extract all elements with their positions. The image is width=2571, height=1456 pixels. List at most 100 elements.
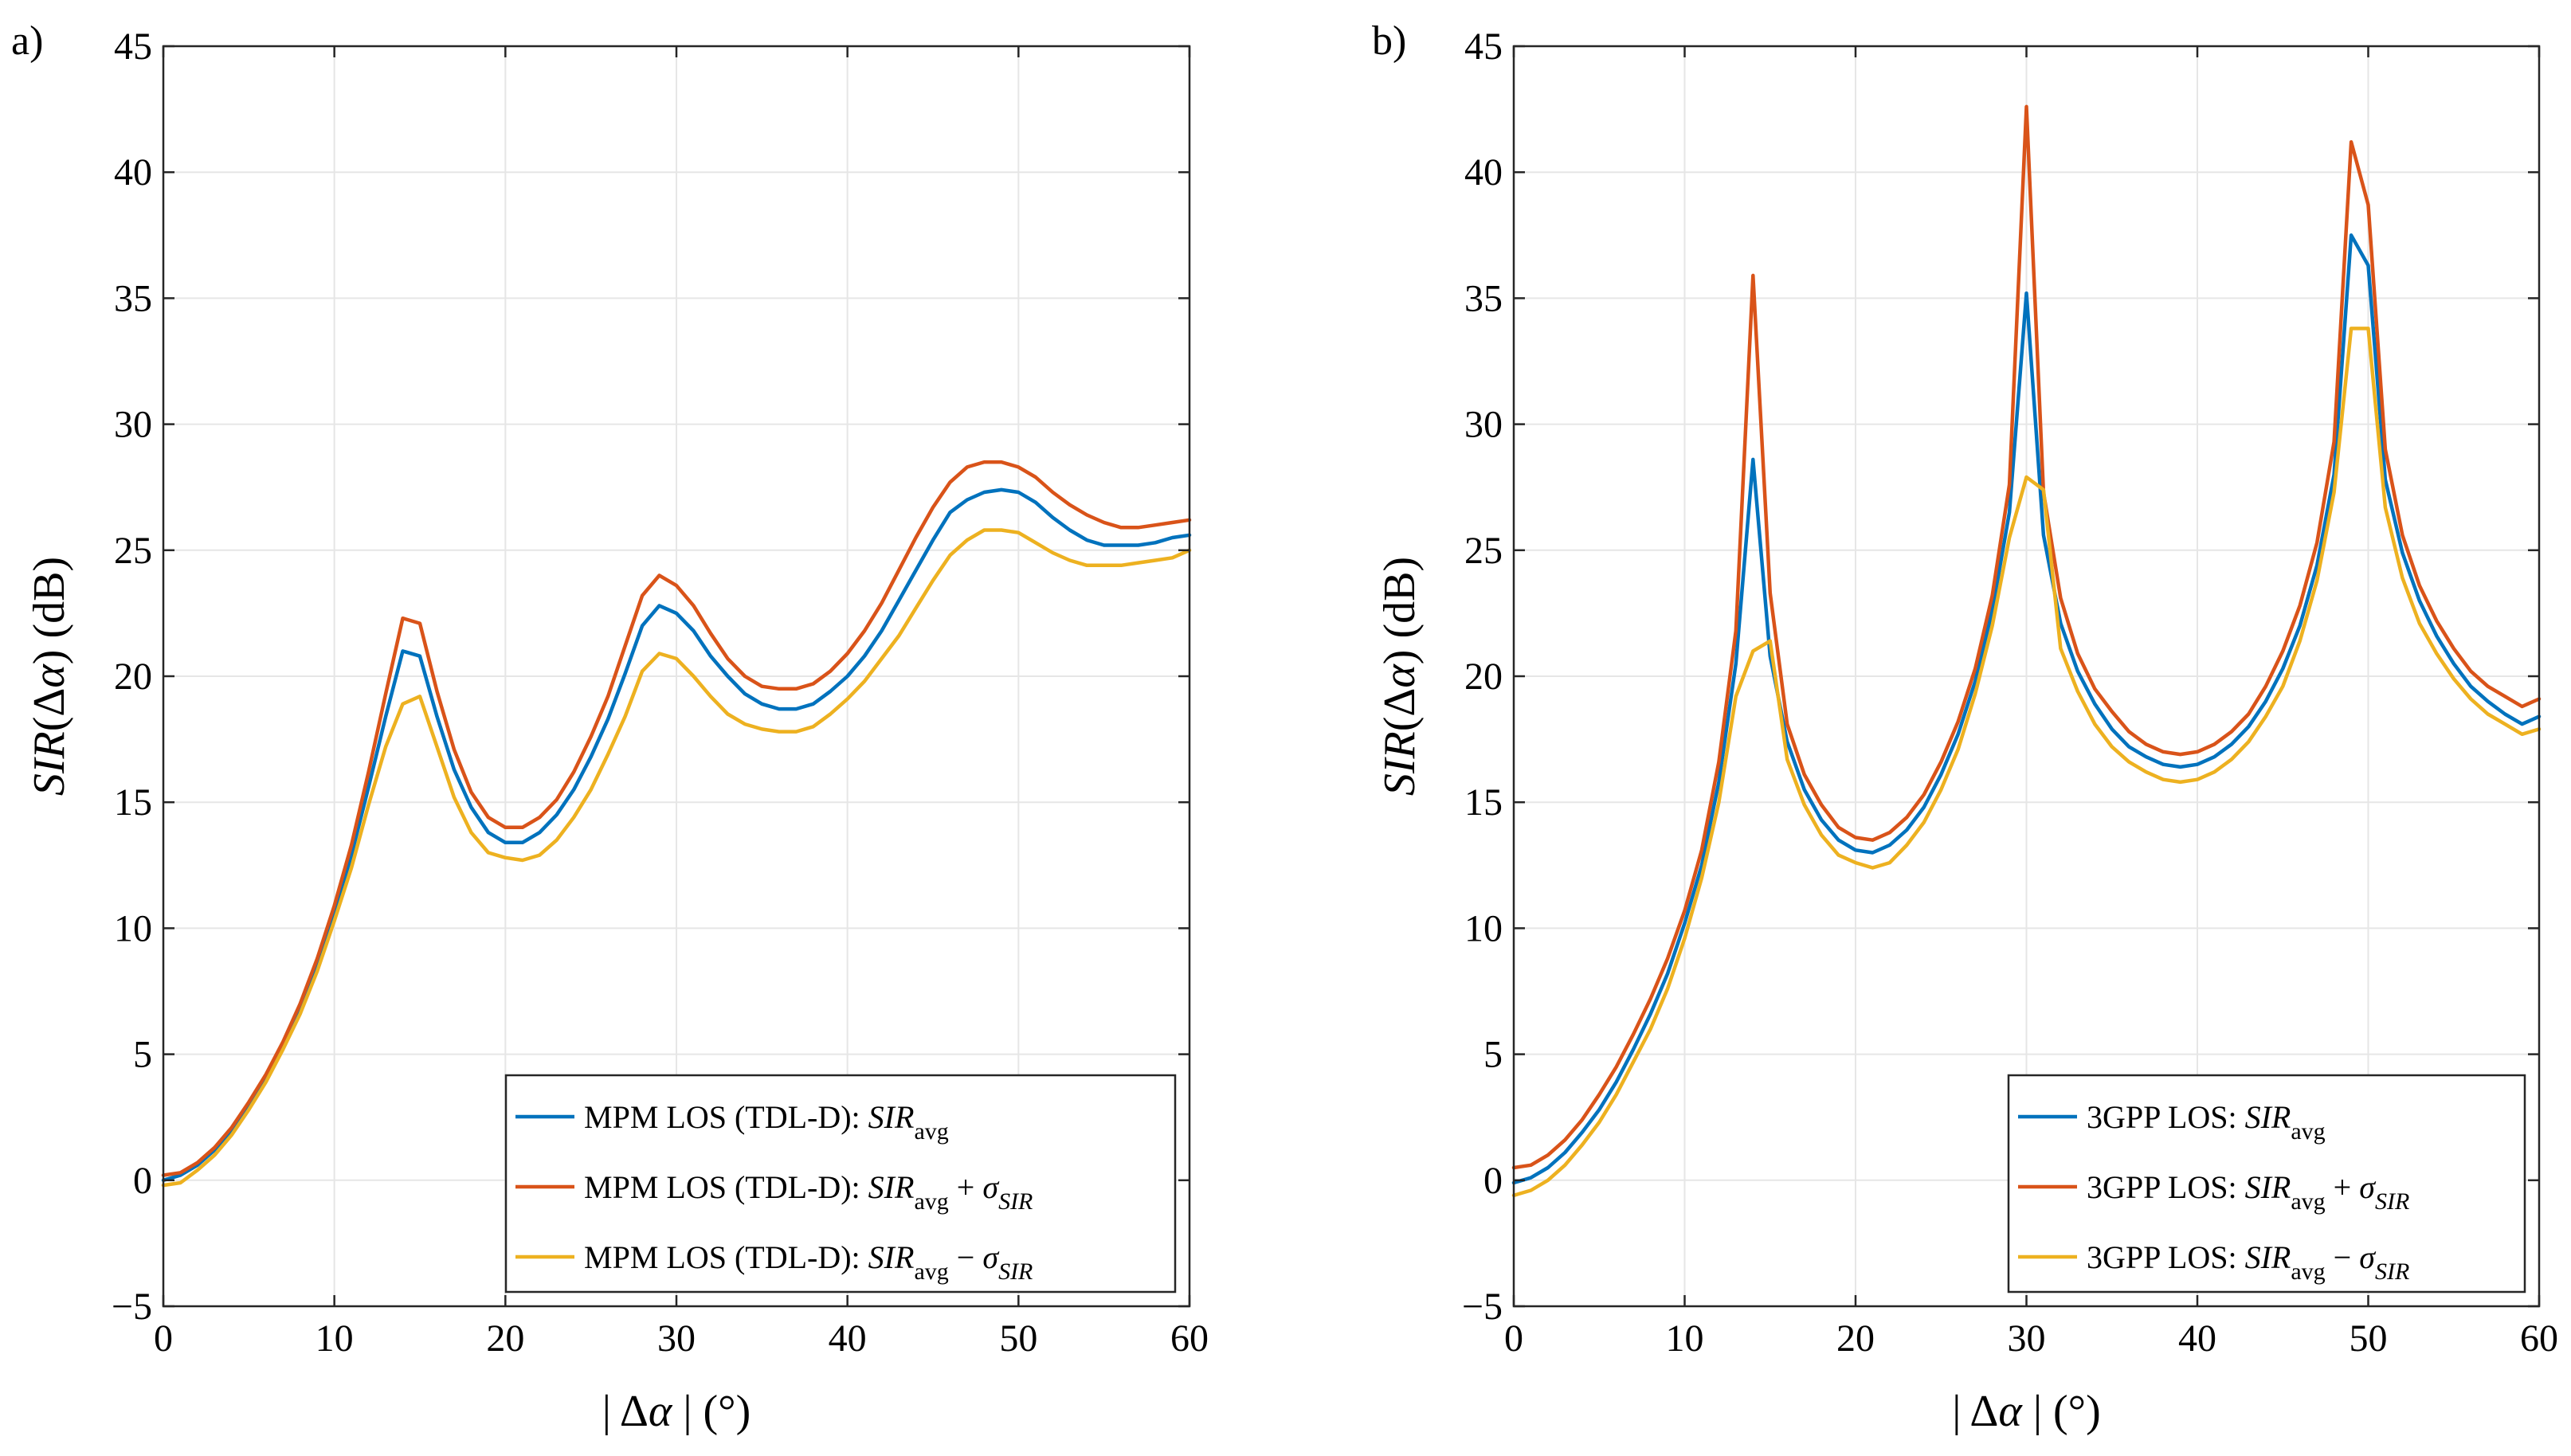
- x-label-unit: (°): [2053, 1387, 2101, 1436]
- y-label-close: ): [25, 639, 74, 665]
- series-line-minus: [1511, 327, 2542, 1198]
- legend-sir: SIR: [2245, 1239, 2291, 1275]
- x-label-bar-left: |: [602, 1387, 620, 1436]
- legend-sub-avg: avg: [2291, 1188, 2325, 1215]
- series-line-minus: [161, 528, 1192, 1188]
- y-tick-label: 15: [1464, 781, 1503, 824]
- y-label-alpha: α: [25, 663, 74, 688]
- y-tick-label: 35: [114, 277, 152, 319]
- legend-prefix: 3GPP LOS:: [2087, 1239, 2245, 1275]
- y-tick-label: 5: [133, 1034, 152, 1076]
- legend-prefix: 3GPP LOS:: [2087, 1169, 2245, 1205]
- panel-label-b: b): [1372, 18, 1407, 64]
- legend-entry-minus: 3GPP LOS: SIRavg − σSIR: [2087, 1239, 2409, 1285]
- y-label-open: (: [25, 717, 74, 732]
- legend-sir: SIR: [868, 1099, 915, 1135]
- panel-label-a: a): [11, 18, 44, 64]
- legend-prefix: MPM LOS (TDL-D):: [584, 1099, 868, 1135]
- x-tick-label: 10: [1666, 1317, 1704, 1360]
- legend-sub-avg: avg: [914, 1258, 948, 1285]
- x-tick-label: 20: [486, 1317, 524, 1360]
- x-label-delta: Δ: [620, 1387, 649, 1436]
- x-tick-label: 50: [999, 1317, 1037, 1360]
- y-axis-label: SIR(Δα) (dB): [1375, 557, 1425, 796]
- x-label-delta: Δ: [1969, 1387, 1998, 1436]
- legend-sigma-sub: SIR: [2375, 1258, 2409, 1285]
- y-tick-label: 30: [114, 404, 152, 446]
- legend-prefix: 3GPP LOS:: [2087, 1099, 2245, 1135]
- y-label-sir: SIR: [25, 731, 74, 796]
- legend-sir: SIR: [868, 1169, 915, 1205]
- y-label-alpha: α: [1375, 663, 1425, 688]
- y-tick-label: 20: [1464, 656, 1503, 698]
- x-label-bar-right: |: [2022, 1387, 2053, 1436]
- y-tick-label: 15: [114, 781, 152, 824]
- legend-sub-avg: avg: [2291, 1258, 2325, 1285]
- legend-sir: SIR: [2245, 1099, 2291, 1135]
- y-tick-label: 10: [114, 907, 152, 949]
- y-tick-label: 0: [1483, 1160, 1503, 1202]
- legend-sigma: σ: [982, 1239, 999, 1275]
- y-tick-label: 40: [1464, 151, 1503, 194]
- series-line-avg: [161, 487, 1192, 1183]
- y-tick-label: 45: [114, 25, 152, 68]
- legend-sub-avg: avg: [914, 1188, 948, 1215]
- legend-entry-plus: 3GPP LOS: SIRavg + σSIR: [2087, 1169, 2409, 1215]
- series-line-plus: [1511, 104, 2542, 1170]
- legend-sir: SIR: [868, 1239, 915, 1275]
- legend-sub-avg: avg: [2291, 1118, 2325, 1145]
- y-tick-label: 5: [1483, 1034, 1503, 1076]
- legend-prefix: MPM LOS (TDL-D):: [584, 1239, 868, 1275]
- legend-sigma-sub: SIR: [2375, 1188, 2409, 1215]
- x-tick-label: 60: [1170, 1317, 1209, 1360]
- legend-sub-avg: avg: [914, 1118, 948, 1145]
- y-axis-label: SIR(Δα) (dB): [25, 557, 74, 796]
- legend-operator: −: [2326, 1239, 2360, 1275]
- legend-sigma-sub: SIR: [998, 1258, 1033, 1285]
- y-tick-label: 45: [1464, 25, 1503, 68]
- y-label-unit: (dB): [25, 557, 74, 639]
- legend-prefix: MPM LOS (TDL-D):: [584, 1169, 868, 1205]
- x-tick-label: 30: [2008, 1317, 2046, 1360]
- x-label-unit: (°): [703, 1387, 751, 1436]
- x-tick-label: 60: [2520, 1317, 2558, 1360]
- x-tick-label: 20: [1836, 1317, 1875, 1360]
- legend-entry-avg: 3GPP LOS: SIRavg: [2087, 1099, 2326, 1145]
- legend-sigma: σ: [2359, 1169, 2376, 1205]
- legend-entry-plus: MPM LOS (TDL-D): SIRavg + σSIR: [584, 1169, 1033, 1215]
- x-label-bar-right: |: [672, 1387, 703, 1436]
- y-label-open: (: [1375, 717, 1425, 732]
- y-label-close: ): [1375, 639, 1425, 665]
- y-label-delta: Δ: [1375, 688, 1425, 717]
- x-tick-label: 40: [829, 1317, 867, 1360]
- legend-sir: SIR: [2245, 1169, 2291, 1205]
- x-tick-label: 40: [2178, 1317, 2216, 1360]
- series-line-avg: [1511, 233, 2542, 1185]
- legend-sigma: σ: [2359, 1239, 2376, 1275]
- legend-sigma: σ: [982, 1169, 999, 1205]
- y-tick-label: 40: [114, 151, 152, 194]
- y-tick-label: 10: [1464, 907, 1503, 949]
- y-tick-label: 25: [1464, 530, 1503, 572]
- x-label-alpha: α: [649, 1387, 673, 1436]
- y-tick-label: 20: [114, 656, 152, 698]
- legend-operator: +: [2326, 1169, 2360, 1205]
- y-tick-label: 25: [114, 530, 152, 572]
- x-axis-label: | Δα | (°): [1952, 1387, 2100, 1436]
- legend-box: [2007, 1074, 2526, 1294]
- x-tick-label: 30: [657, 1317, 696, 1360]
- legend-operator: −: [949, 1239, 983, 1275]
- x-tick-label: 10: [315, 1317, 354, 1360]
- legend-entry-avg: MPM LOS (TDL-D): SIRavg: [584, 1099, 949, 1145]
- legend-sigma-sub: SIR: [998, 1188, 1033, 1215]
- x-tick-label: 50: [2350, 1317, 2388, 1360]
- legend-box: [504, 1074, 1177, 1294]
- y-tick-label: 35: [1464, 277, 1503, 319]
- y-tick-label: −5: [112, 1286, 152, 1328]
